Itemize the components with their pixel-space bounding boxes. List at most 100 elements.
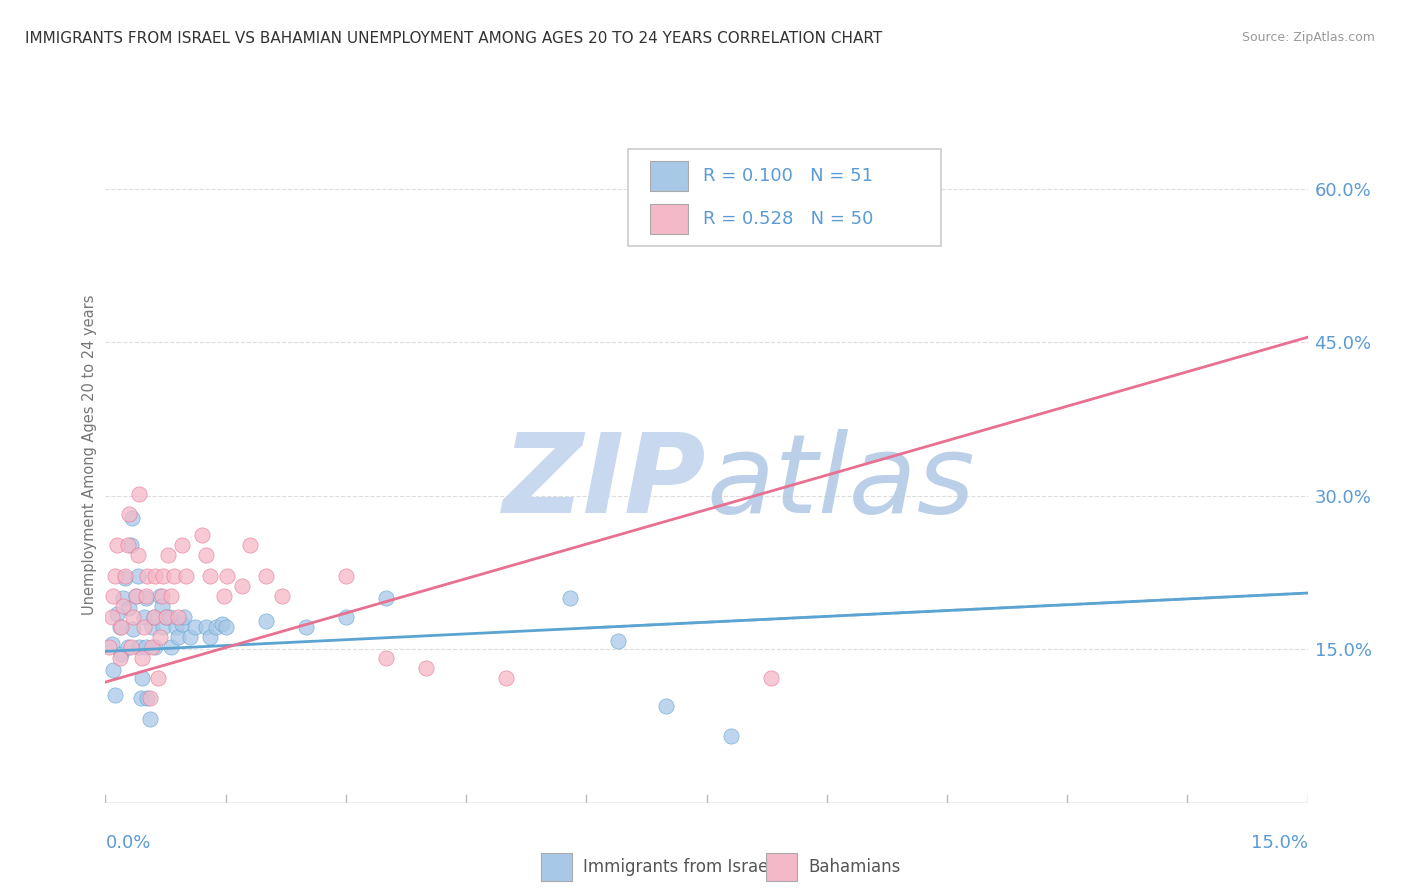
Point xyxy=(335,568,357,582)
Point xyxy=(335,609,357,624)
Point xyxy=(759,671,782,685)
Point xyxy=(212,589,235,603)
FancyBboxPatch shape xyxy=(628,149,941,246)
Point xyxy=(110,648,132,662)
Point xyxy=(104,568,127,582)
Point xyxy=(198,630,221,644)
Point xyxy=(170,538,193,552)
Text: R = 0.528   N = 50: R = 0.528 N = 50 xyxy=(703,210,873,228)
Text: Bahamians: Bahamians xyxy=(808,858,901,876)
Point xyxy=(128,640,150,655)
Point xyxy=(112,599,135,614)
Point xyxy=(135,591,157,606)
Point xyxy=(143,640,166,655)
Point xyxy=(136,568,159,582)
Point xyxy=(138,712,160,726)
Point xyxy=(125,589,148,603)
Text: ZIP: ZIP xyxy=(503,429,707,536)
Point xyxy=(415,661,437,675)
Point xyxy=(107,538,129,552)
Point xyxy=(495,671,517,685)
Point xyxy=(720,729,742,743)
Point xyxy=(108,620,131,634)
Point xyxy=(101,609,124,624)
Point xyxy=(374,650,398,665)
Point xyxy=(120,640,142,655)
Point xyxy=(114,568,136,582)
Point xyxy=(127,568,149,582)
Point xyxy=(125,589,148,603)
Point xyxy=(179,630,201,644)
Point xyxy=(156,548,179,562)
Point xyxy=(150,599,173,614)
Point xyxy=(211,616,233,631)
Point xyxy=(149,630,172,644)
Point xyxy=(735,177,758,191)
Point xyxy=(205,620,228,634)
Point xyxy=(170,616,193,631)
Point xyxy=(152,568,174,582)
Point xyxy=(166,609,188,624)
Text: Source: ZipAtlas.com: Source: ZipAtlas.com xyxy=(1241,31,1375,45)
Point xyxy=(214,620,236,634)
Point xyxy=(103,663,125,677)
Point xyxy=(121,511,143,525)
Point xyxy=(110,620,132,634)
Point xyxy=(132,620,155,634)
Point xyxy=(152,620,174,634)
Point xyxy=(131,671,153,685)
Point xyxy=(231,579,253,593)
Point xyxy=(108,650,131,665)
Text: R = 0.100   N = 51: R = 0.100 N = 51 xyxy=(703,167,873,185)
Point xyxy=(607,634,630,648)
Point xyxy=(190,527,212,541)
Point xyxy=(112,591,135,606)
Point xyxy=(135,640,157,655)
Point xyxy=(101,637,124,651)
FancyBboxPatch shape xyxy=(650,204,689,234)
Point xyxy=(114,571,136,585)
Point xyxy=(142,609,165,624)
Point xyxy=(149,589,172,603)
Text: Immigrants from Israel: Immigrants from Israel xyxy=(583,858,773,876)
Point xyxy=(270,589,292,603)
Point xyxy=(138,691,160,706)
Point xyxy=(166,630,188,644)
Point xyxy=(162,568,184,582)
Point xyxy=(655,698,678,713)
Point xyxy=(128,487,150,501)
Point xyxy=(160,589,183,603)
Point xyxy=(98,640,121,655)
Point xyxy=(146,671,169,685)
Point xyxy=(194,620,217,634)
Point xyxy=(159,609,181,624)
FancyBboxPatch shape xyxy=(650,161,689,191)
Point xyxy=(127,548,149,562)
Point xyxy=(150,589,173,603)
Point xyxy=(155,609,177,624)
Point xyxy=(254,568,277,582)
Point xyxy=(165,620,187,634)
Point xyxy=(374,591,398,606)
Y-axis label: Unemployment Among Ages 20 to 24 years: Unemployment Among Ages 20 to 24 years xyxy=(82,294,97,615)
Point xyxy=(118,601,141,615)
Text: atlas: atlas xyxy=(707,429,976,536)
Point xyxy=(198,568,221,582)
Point xyxy=(122,622,145,636)
Point xyxy=(160,640,183,655)
Text: 0.0%: 0.0% xyxy=(105,834,150,852)
Point xyxy=(136,691,159,706)
Text: 15.0%: 15.0% xyxy=(1250,834,1308,852)
Point xyxy=(141,640,163,655)
Point xyxy=(560,591,582,606)
Point xyxy=(174,568,197,582)
Point xyxy=(120,538,142,552)
Point xyxy=(141,620,163,634)
Point xyxy=(239,538,262,552)
Point xyxy=(117,538,139,552)
Point xyxy=(143,568,166,582)
Point xyxy=(122,609,145,624)
Point xyxy=(142,609,165,624)
Point xyxy=(132,609,155,624)
Point xyxy=(217,568,239,582)
